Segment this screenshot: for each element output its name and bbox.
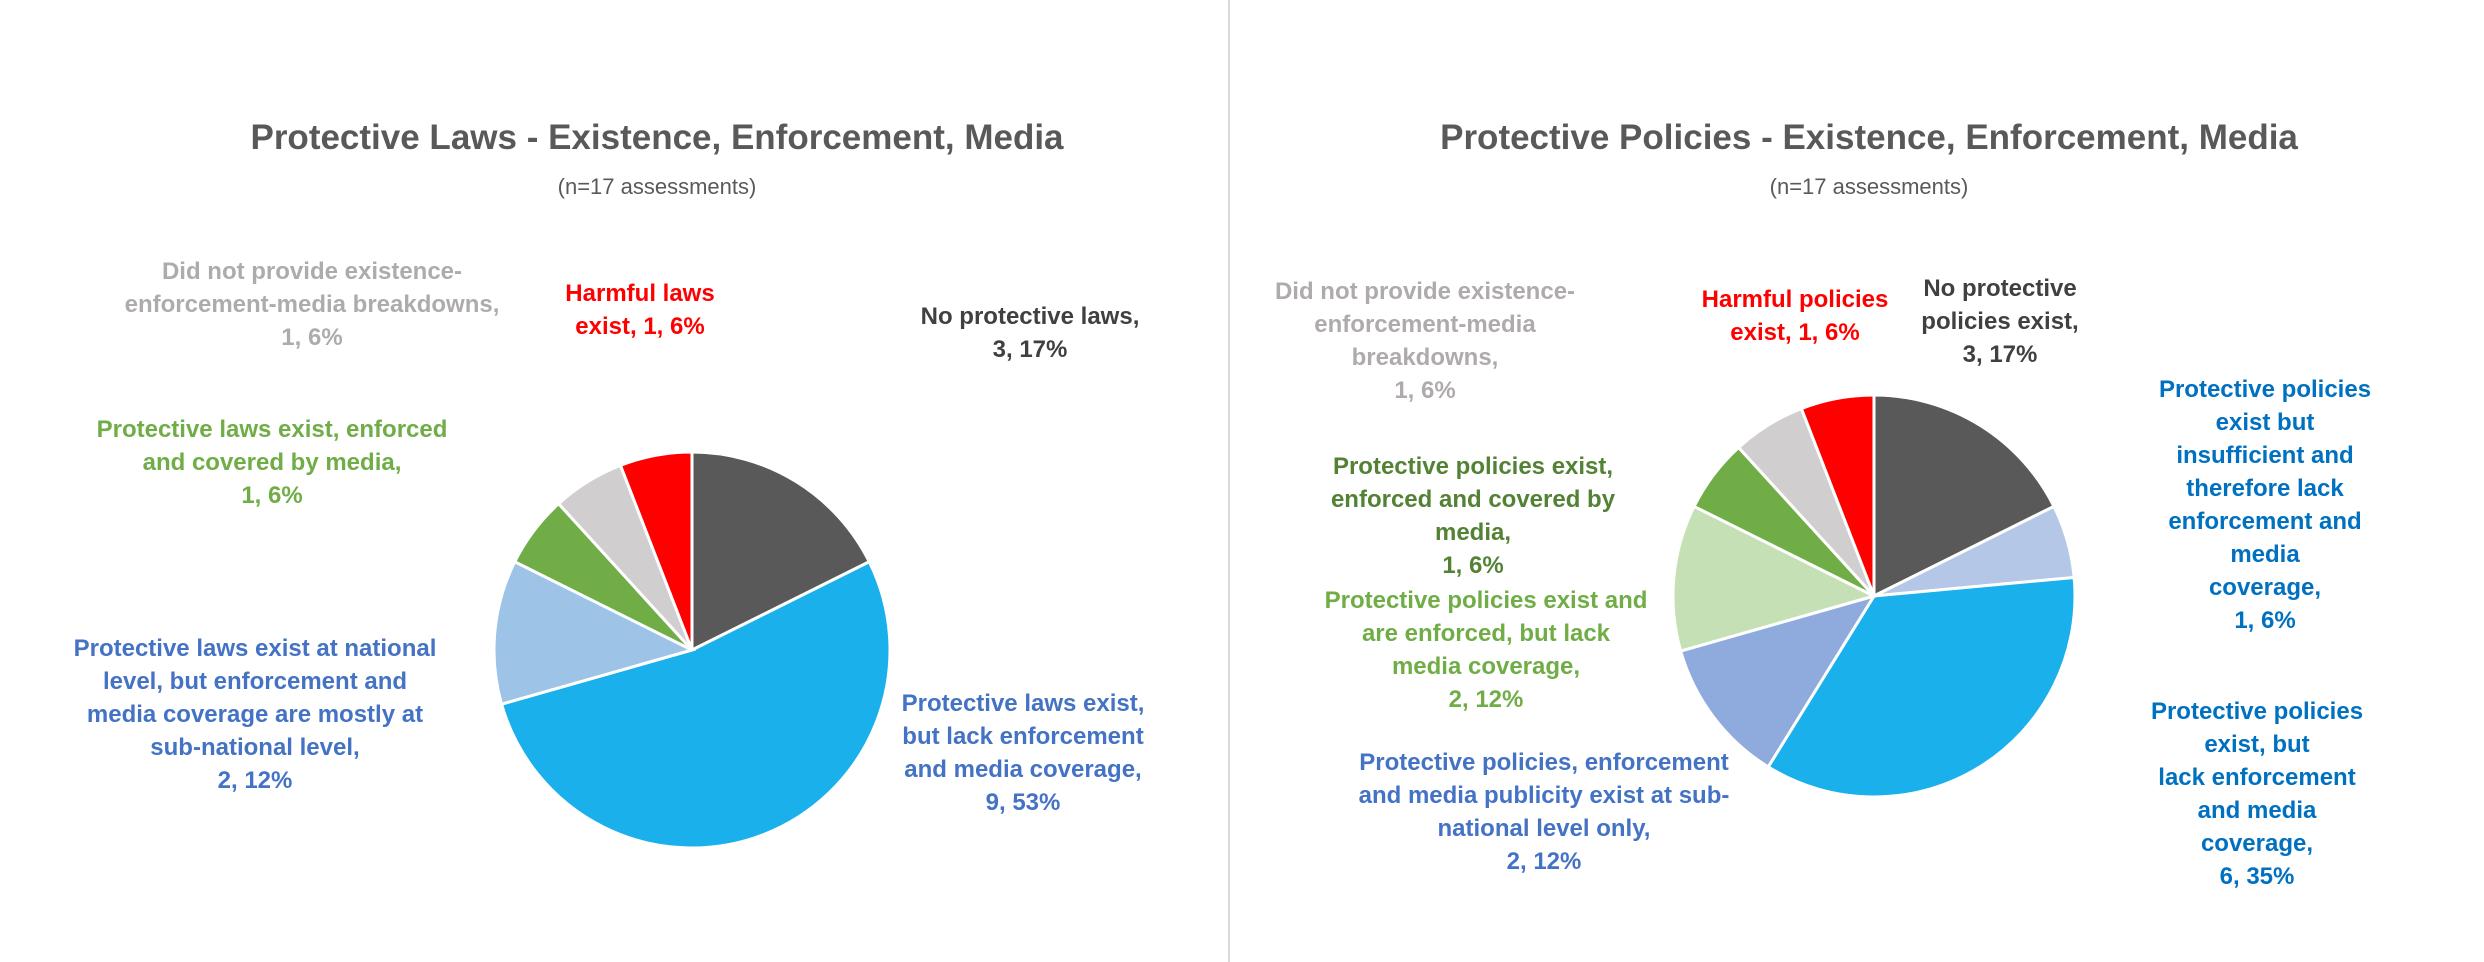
chart-subtitle-laws: (n=17 assessments) <box>557 174 757 199</box>
label-laws-national-level: Protective laws exist at national level,… <box>73 635 437 794</box>
pie-slice-0-0 <box>690 450 872 653</box>
chart-subtitle-policies: (n=17 assessments) <box>1769 174 1969 199</box>
label-policies-enforced-no-media: Protective policies exist and are enforc… <box>1324 587 1648 713</box>
label-harmful-laws: Harmful laws exist, 1, 6% <box>565 280 715 340</box>
label-laws-lack-enforcement: Protective laws exist, but lack enforcem… <box>901 690 1145 816</box>
label-no-protective-laws: No protective laws, 3, 17% <box>920 303 1140 363</box>
label-policies-enforced-covered: Protective policies exist, enforced and … <box>1330 453 1616 579</box>
chart-title-policies: Protective Policies - Existence, Enforce… <box>1440 118 2298 157</box>
label-policies-lack-enforcement: Protective policies exist, but lack enfo… <box>2150 698 2364 890</box>
pie-slice-1-7 <box>1799 393 1876 597</box>
label-policies-subnational: Protective policies, enforcement and med… <box>1358 749 1730 875</box>
chart-title-laws: Protective Laws - Existence, Enforcement… <box>250 118 1064 157</box>
pie-slice-1-0 <box>1872 393 2056 599</box>
label-laws-no-breakdown: Did not provide existence- enforcement-m… <box>124 258 500 351</box>
pie-slice-0-1 <box>499 559 892 850</box>
label-harmful-policies: Harmful policies exist, 1, 6% <box>1701 286 1889 346</box>
label-policies-no-breakdown: Did not provide existence- enforcement-m… <box>1274 278 1576 404</box>
chart-divider <box>1228 0 1230 962</box>
pie-slice-0-2 <box>492 559 697 707</box>
pie-slice-1-2 <box>1766 575 2077 799</box>
label-laws-enforced-covered: Protective laws exist, enforced and cove… <box>96 416 448 509</box>
pie-slice-1-4 <box>1671 504 1879 653</box>
label-policies-insufficient: Protective policies exist but insufficie… <box>2158 376 2372 634</box>
pie-slice-0-5 <box>618 450 694 651</box>
label-no-protective-policies: No protective policies exist, 3, 17% <box>1921 275 2079 368</box>
